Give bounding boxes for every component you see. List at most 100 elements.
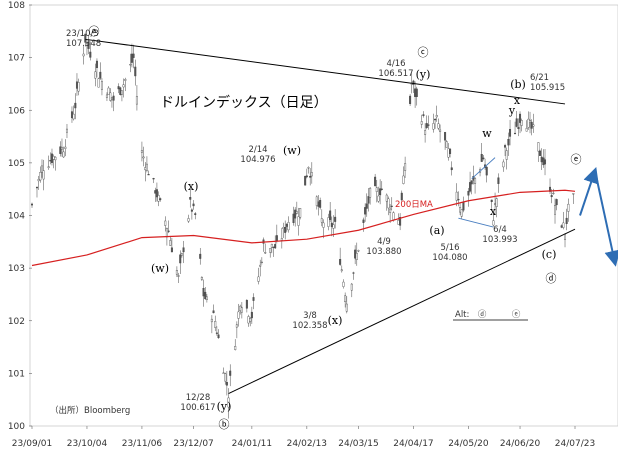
price-bar [282, 227, 285, 229]
price-bar [304, 175, 307, 186]
price-bar [389, 208, 392, 213]
price-bar [105, 94, 108, 98]
price-bar [340, 269, 343, 272]
wave-label: (x) [328, 314, 343, 327]
price-bar [157, 195, 160, 202]
price-bar [462, 201, 465, 211]
price-bar [427, 124, 430, 126]
annotation-value: 100.617 [180, 403, 215, 413]
price-bar [425, 123, 428, 128]
price-bar [497, 177, 500, 184]
price-bar [59, 146, 62, 154]
price-bar [432, 123, 435, 130]
price-bar [292, 213, 295, 223]
price-bar [54, 156, 57, 161]
price-bar [322, 222, 325, 228]
y-tick-label: 100 [8, 422, 25, 432]
annotation-value: 105.915 [530, 83, 565, 93]
annotation-value: 102.358 [292, 321, 327, 331]
price-bar [402, 175, 405, 184]
price-bar [414, 88, 417, 97]
price-bar [332, 224, 335, 229]
price-bar [259, 264, 262, 267]
price-bar [527, 118, 530, 128]
x-tick-label: 23/10/04 [67, 439, 108, 449]
price-bar [72, 113, 75, 120]
price-bar [354, 249, 357, 259]
price-bar [167, 230, 170, 233]
price-bar [457, 198, 460, 201]
price-bar [327, 217, 330, 227]
price-bar [245, 299, 248, 309]
price-bar [434, 118, 437, 121]
price-bar [317, 201, 320, 207]
price-bar [35, 186, 38, 189]
price-bar [179, 254, 182, 264]
price-bar [212, 310, 215, 314]
price-bar [375, 187, 378, 192]
price-bar [119, 87, 122, 95]
y-tick-label: 108 [8, 1, 25, 11]
price-bar [200, 277, 203, 280]
y-tick-label: 103 [8, 264, 25, 274]
trendline-upper [85, 38, 566, 105]
price-bar [352, 272, 355, 274]
price-bar [435, 114, 438, 118]
wave-label: x [490, 205, 497, 218]
price-bar [450, 167, 453, 171]
price-bar [285, 223, 288, 227]
price-bar [565, 217, 568, 224]
price-bar [390, 205, 393, 207]
price-bar [572, 193, 575, 195]
price-bar [455, 191, 458, 201]
price-bar [132, 53, 135, 58]
price-bar [215, 332, 218, 334]
price-bar [509, 129, 512, 137]
x-tick-label: 23/09/01 [12, 439, 52, 449]
price-bar [37, 179, 40, 182]
price-bar [550, 195, 553, 198]
price-bar [385, 194, 388, 202]
price-bar [249, 318, 252, 322]
price-bar [77, 82, 80, 92]
annotation-date: 23/10/3 [66, 29, 99, 39]
price-bar [159, 198, 162, 200]
price-bar [152, 178, 155, 180]
price-bar [155, 189, 158, 198]
price-bar [112, 95, 115, 101]
price-bar [540, 156, 543, 163]
forecast-arrow [594, 170, 618, 267]
price-bar [295, 211, 298, 214]
price-bar [250, 311, 253, 319]
price-bar [264, 252, 267, 254]
price-bar [400, 192, 403, 201]
price-bar [89, 51, 92, 58]
price-bar [492, 220, 495, 226]
annotation-value: 106.517 [378, 69, 413, 79]
ma200-line [31, 189, 576, 267]
price-bar [480, 153, 483, 162]
price-bar [379, 188, 382, 196]
price-bar [369, 187, 372, 198]
price-bar [549, 186, 552, 192]
price-bar [560, 225, 563, 228]
price-bar [124, 78, 127, 81]
price-bar [252, 297, 255, 301]
price-bar [175, 270, 178, 275]
price-bar [74, 102, 77, 109]
wave-label: (w) [283, 144, 301, 157]
price-bar [84, 33, 87, 43]
price-bar [82, 53, 85, 57]
price-bar [449, 148, 452, 154]
price-bar [247, 316, 250, 324]
annotation-date: 6/21 [530, 73, 549, 83]
x-tick-label: 24/05/20 [448, 439, 489, 449]
triangle-line [471, 157, 496, 179]
chart-title: ドルインデックス（日足） [160, 94, 328, 111]
ma200-label: 200日MA [395, 200, 433, 210]
price-bar [140, 150, 143, 153]
price-bar [537, 142, 540, 152]
price-bar [350, 283, 353, 291]
price-bar [460, 209, 463, 217]
